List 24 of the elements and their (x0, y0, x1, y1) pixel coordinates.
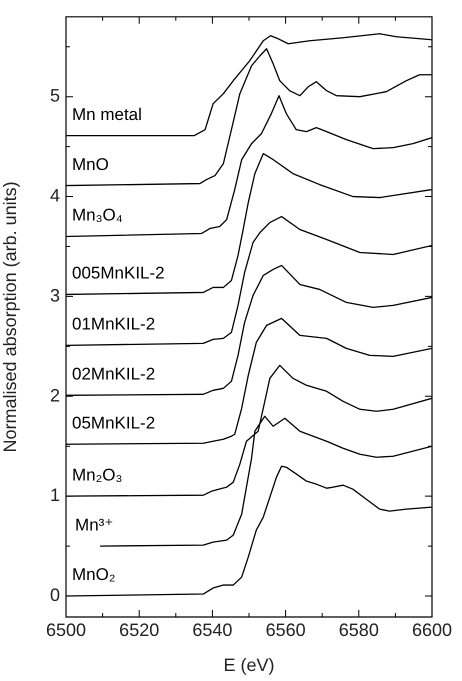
series-label: Mn metal (72, 104, 142, 124)
series-label: 02MnKIL-2 (72, 364, 156, 384)
x-tick-label: 6520 (119, 620, 160, 640)
series-label: 05MnKIL-2 (72, 413, 156, 432)
x-tick-label: 6580 (338, 620, 379, 640)
x-tick-label: 6540 (192, 620, 232, 640)
series-label: MnO₂ (72, 565, 116, 584)
y-tick-label: 5 (50, 86, 60, 106)
y-tick-label: 3 (50, 285, 60, 306)
series-label: 005MnKIL-2 (72, 264, 165, 283)
x-tick-label: 6560 (266, 620, 306, 640)
series-label: Mn³⁺ (75, 515, 114, 534)
y-tick-label: 0 (50, 584, 60, 605)
x-tick-label: 6500 (46, 620, 86, 640)
series-label: Mn₂O₃ (72, 465, 122, 484)
y-tick-label: 4 (50, 186, 60, 206)
series-label: MnO (72, 154, 109, 174)
series-label: 01MnKIL-2 (72, 314, 156, 334)
series-label: Mn₃O₄ (72, 206, 123, 225)
x-tick-label: 6600 (412, 620, 452, 640)
x-axis-title: E (eV) (223, 655, 275, 676)
y-tick-label: 2 (50, 385, 60, 406)
y-tick-label: 1 (50, 485, 60, 506)
y-axis-title: Normalised absorption (arb. units) (0, 181, 20, 452)
